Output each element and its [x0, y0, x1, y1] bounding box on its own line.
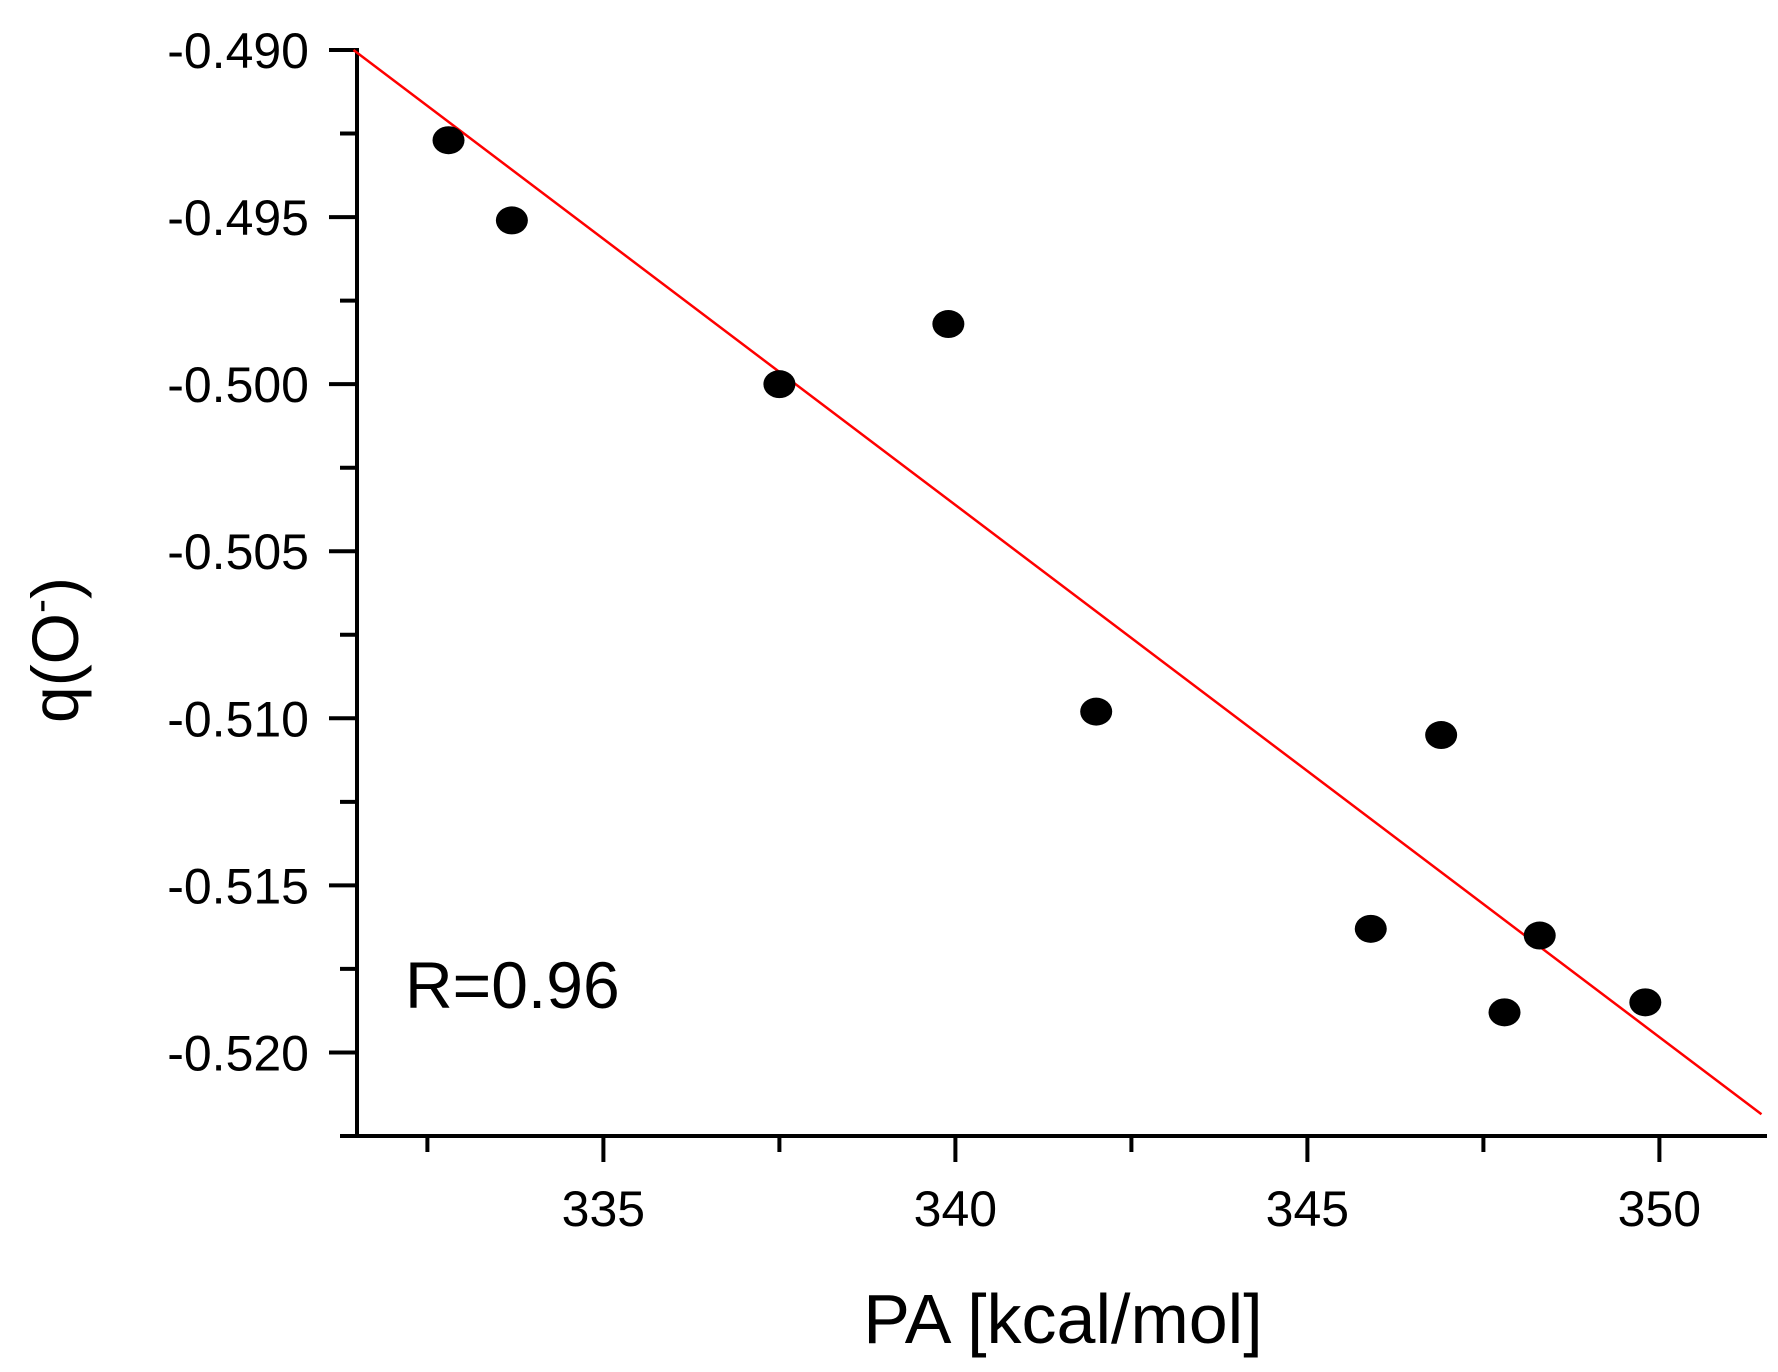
x-tick-label: 335 — [562, 1181, 645, 1237]
y-tick-label: -0.490 — [167, 23, 309, 79]
data-point — [1425, 721, 1458, 750]
y-tick-label: -0.520 — [167, 1025, 309, 1081]
y-axis-label-superscript: - — [16, 599, 63, 613]
y-tick-label: -0.505 — [167, 524, 309, 580]
data-point — [932, 310, 965, 339]
y-axis-label-main: q(O — [18, 613, 92, 723]
y-tick-label: -0.515 — [167, 858, 309, 914]
x-tick-label: 340 — [914, 1181, 997, 1237]
data-point — [1523, 921, 1556, 950]
data-point — [1354, 914, 1387, 943]
y-axis-label: q(O-) — [16, 577, 92, 723]
x-tick-label: 350 — [1618, 1181, 1701, 1237]
data-point — [1629, 988, 1662, 1017]
r-value-annotation: R=0.96 — [405, 948, 620, 1022]
data-point — [495, 206, 528, 235]
y-tick-label: -0.510 — [167, 691, 309, 747]
data-points — [432, 126, 1662, 1027]
axes: 335 340 345 350 -0.490 -0.495 -0.500 -0.505 -0.5… — [167, 23, 1767, 1237]
x-axis-label: PA [kcal/mol] — [863, 1280, 1262, 1358]
x-tick-label: 345 — [1266, 1181, 1349, 1237]
data-point — [763, 370, 796, 399]
data-point — [1488, 998, 1521, 1027]
data-point — [1080, 697, 1113, 726]
y-axis-label-close: ) — [18, 577, 92, 599]
data-point — [432, 126, 465, 155]
y-tick-label: -0.495 — [167, 190, 309, 246]
y-tick-label: -0.500 — [167, 357, 309, 413]
